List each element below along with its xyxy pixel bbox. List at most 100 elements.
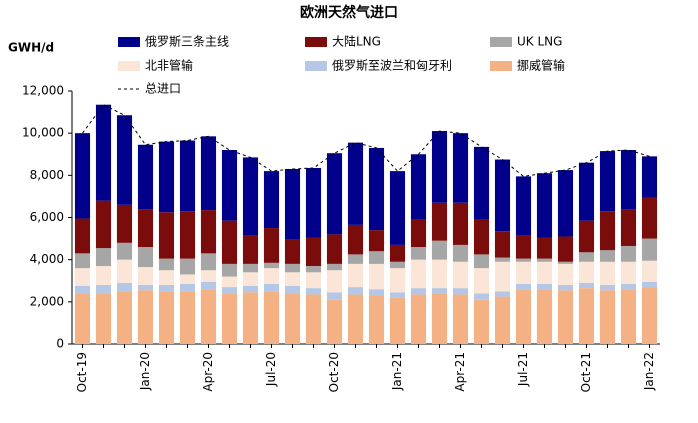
bar-segment: [452, 133, 469, 203]
bar-segment: [200, 136, 217, 211]
bar-segment: [137, 290, 154, 344]
bar-segment: [431, 293, 448, 344]
bar-segment: [473, 254, 490, 269]
bar-segment: [368, 295, 385, 344]
bar-segment: [242, 235, 259, 264]
bar-segment: [284, 272, 301, 287]
legend-label: 挪威管输: [517, 58, 565, 73]
legend-swatch: [118, 61, 140, 71]
chart-title: 欧洲天然气进口: [300, 4, 398, 21]
bar-segment: [620, 150, 637, 210]
bar-segment: [599, 284, 616, 291]
bar-segment: [326, 292, 343, 300]
x-tick-label: Apr-20: [201, 352, 215, 392]
bar-segment: [578, 261, 595, 283]
bar-segment: [200, 270, 217, 282]
bar-segment: [347, 263, 364, 288]
x-tick-label: Jan-20: [138, 352, 152, 391]
bar-segment: [494, 261, 511, 292]
bar-segment: [389, 292, 406, 298]
bar-segment: [515, 261, 532, 284]
bar-segment: [641, 238, 658, 261]
legend-label: 北非管输: [145, 58, 193, 73]
bar-segment: [305, 167, 322, 238]
y-axis-label: GWH/d: [8, 41, 54, 55]
bar-segment: [326, 270, 343, 293]
bar-segment: [263, 262, 280, 269]
bar-segment: [158, 212, 175, 259]
bar-segment: [74, 218, 91, 254]
y-tick-label: 12,000: [22, 84, 64, 98]
bar-segment: [410, 259, 427, 289]
legend-label: 俄罗斯三条主线: [145, 35, 229, 49]
bar-segment: [620, 261, 637, 284]
bar-segment: [95, 104, 112, 201]
bar-segment: [578, 282, 595, 289]
bar-segment: [158, 284, 175, 292]
bar-segment: [452, 202, 469, 245]
bar-segment: [431, 202, 448, 241]
bar-segment: [137, 247, 154, 268]
bar-segment: [599, 250, 616, 262]
bar-segment: [536, 283, 553, 290]
bar-segment: [389, 297, 406, 344]
bar-segment: [74, 133, 91, 219]
bar-segment: [263, 283, 280, 292]
bar-segment: [95, 293, 112, 344]
bar-segment: [515, 289, 532, 344]
bar-segment: [179, 274, 196, 284]
x-tick-label: Jan-21: [390, 352, 404, 391]
bar-segment: [536, 261, 553, 284]
bar-segment: [242, 272, 259, 287]
x-tick-label: Apr-21: [453, 352, 467, 392]
bar-segment: [641, 156, 658, 198]
bar-segment: [137, 267, 154, 285]
bar-segment: [305, 294, 322, 344]
bar-segment: [347, 224, 364, 255]
bar-segment: [599, 151, 616, 212]
bar-segment: [410, 219, 427, 248]
legend-label: 总进口: [145, 82, 181, 96]
total-line: [82, 104, 650, 177]
bar-segment: [494, 257, 511, 262]
bar-segment: [158, 270, 175, 285]
bar-segment: [284, 263, 301, 273]
x-tick-label: Jul-20: [264, 352, 278, 387]
bar-segment: [536, 237, 553, 259]
bar-segment: [263, 291, 280, 344]
bar-segment: [620, 283, 637, 290]
bar-segment: [179, 211, 196, 259]
bar-segment: [578, 220, 595, 253]
bar-segment: [473, 146, 490, 220]
bar-segment: [578, 288, 595, 344]
bar-segment: [95, 265, 112, 285]
x-tick-label: Oct-20: [327, 352, 341, 392]
bar-segment: [641, 197, 658, 239]
bar-segment: [284, 293, 301, 344]
bar-segment: [116, 242, 133, 260]
bar-segment: [494, 231, 511, 258]
bar-segment: [578, 252, 595, 262]
bar-segment: [284, 239, 301, 264]
bar-segment: [431, 259, 448, 289]
bar-segment: [620, 289, 637, 344]
legend-label: UK LNG: [517, 35, 562, 49]
bar-segment: [221, 220, 238, 264]
bar-segment: [242, 286, 259, 293]
bar-segment: [326, 153, 343, 235]
bar-segment: [389, 268, 406, 293]
bar-segment: [368, 147, 385, 231]
x-tick-label: Oct-19: [75, 352, 89, 392]
bar-segment: [179, 283, 196, 292]
bar-segment: [326, 299, 343, 344]
bar-segment: [200, 281, 217, 290]
bar-segment: [200, 289, 217, 344]
bar-segment: [74, 253, 91, 269]
bar-segment: [494, 291, 511, 297]
bar-segment: [116, 282, 133, 292]
bar-segment: [326, 234, 343, 264]
bar-segment: [599, 261, 616, 285]
bar-segment: [242, 292, 259, 344]
bar-segment: [347, 287, 364, 295]
